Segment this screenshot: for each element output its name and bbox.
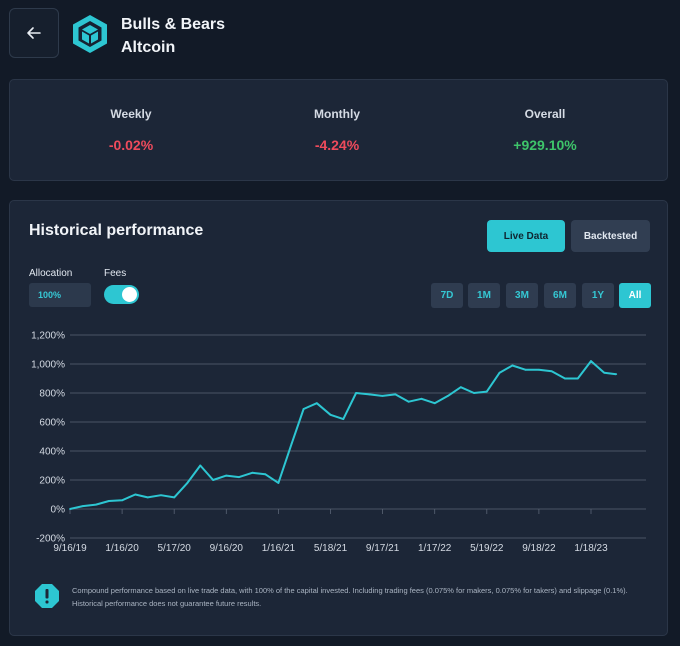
data-point: [302, 408, 305, 410]
strategy-name: Bulls & Bears: [121, 16, 226, 33]
x-tick-label: 9/16/19: [53, 543, 87, 554]
data-point: [355, 392, 358, 394]
fees-label: Fees: [104, 268, 127, 279]
monthly-label: Monthly: [314, 107, 360, 121]
data-point: [277, 482, 280, 484]
data-point: [315, 402, 318, 405]
data-point: [447, 395, 449, 397]
data-point: [564, 377, 566, 380]
x-tick-label: 9/17/21: [366, 543, 400, 554]
performance-chart: -200% 0% 200% 400% 600% 800% 1,000% 1,200% 9/16/…: [31, 331, 646, 554]
data-point: [433, 402, 436, 405]
data-point: [251, 471, 254, 474]
data-point: [146, 496, 149, 499]
data-point: [511, 364, 514, 367]
data-point: [524, 368, 527, 371]
data-point: [81, 505, 84, 507]
data-point: [212, 479, 214, 481]
strategy-category: Altcoin: [121, 39, 176, 56]
data-point: [134, 493, 137, 496]
data-point: [615, 373, 618, 376]
data-point: [264, 473, 267, 476]
range-3m-button[interactable]: 3M: [506, 283, 538, 308]
strategy-title: Bulls & Bears Altcoin: [121, 13, 225, 59]
performance-title: Historical performance: [29, 222, 204, 239]
data-point: [603, 371, 606, 374]
y-tick-label: 800%: [39, 389, 65, 400]
y-tick-label: 600%: [39, 418, 65, 429]
x-tick-label: 9/18/22: [522, 543, 556, 554]
data-point: [107, 500, 110, 502]
back-button[interactable]: [9, 8, 59, 58]
range-1y-button[interactable]: 1Y: [582, 283, 614, 308]
x-tick-label: 1/16/20: [105, 543, 139, 554]
data-point: [473, 392, 475, 394]
fees-toggle[interactable]: [104, 285, 139, 304]
performance-series-line: [69, 360, 617, 510]
data-point: [199, 464, 202, 467]
historical-performance-card: Historical performance Live Data Backtes…: [9, 200, 668, 636]
y-tick-label: 200%: [39, 476, 65, 487]
data-point: [173, 496, 176, 499]
data-point: [538, 368, 540, 371]
allocation-input[interactable]: 100%: [29, 283, 91, 307]
y-tick-label: -200%: [36, 534, 65, 545]
live-data-button[interactable]: Live Data: [487, 220, 565, 252]
disclaimer-text: Compound performance based on live trade…: [72, 586, 628, 608]
data-point: [394, 393, 397, 396]
data-point: [69, 508, 71, 510]
overall-label: Overall: [524, 107, 566, 121]
data-point: [238, 476, 241, 478]
monthly-value: -4.24%: [314, 137, 360, 153]
x-tick-label: 5/18/21: [314, 543, 348, 554]
data-point: [121, 499, 123, 502]
data-point: [407, 400, 410, 403]
y-tick-label: 1,000%: [31, 360, 65, 371]
backtested-button[interactable]: Backtested: [571, 220, 650, 252]
weekly-value: -0.02%: [108, 137, 154, 153]
exclamation-octagon-icon: [35, 584, 59, 608]
data-point: [329, 413, 332, 416]
x-tick-label: 5/17/20: [158, 543, 192, 554]
x-tick-label: 1/18/23: [574, 543, 608, 554]
arrow-left-icon: [27, 27, 41, 39]
overall-value: +929.10%: [513, 137, 577, 153]
x-tick-label: 1/16/21: [262, 543, 296, 554]
data-point: [420, 397, 423, 400]
range-1m-button[interactable]: 1M: [468, 283, 500, 308]
data-point: [160, 494, 162, 497]
data-point: [550, 370, 553, 373]
range-all-button[interactable]: All: [619, 283, 651, 308]
data-point: [368, 393, 371, 396]
hexagon-cube-logo: [73, 15, 107, 53]
returns-summary-card: Weekly -0.02% Monthly -4.24% Overall +92…: [9, 79, 668, 181]
range-7d-button[interactable]: 7D: [431, 283, 463, 308]
data-point: [381, 395, 384, 397]
y-tick-label: 0%: [51, 505, 66, 516]
x-tick-label: 5/19/22: [470, 543, 504, 554]
data-point: [290, 442, 293, 445]
x-tick-label: 1/17/22: [418, 543, 452, 554]
data-point: [225, 474, 228, 477]
y-tick-label: 1,200%: [31, 331, 65, 342]
data-point: [186, 482, 189, 484]
data-point: [498, 371, 501, 374]
weekly-label: Weekly: [110, 107, 152, 121]
allocation-label: Allocation: [29, 268, 73, 279]
x-tick-label: 9/16/20: [210, 543, 244, 554]
y-tick-label: 400%: [39, 447, 65, 458]
data-point: [342, 418, 345, 420]
range-6m-button[interactable]: 6M: [544, 283, 576, 308]
toggle-knob: [122, 287, 137, 302]
data-point: [459, 386, 462, 389]
data-point: [95, 503, 97, 506]
data-point: [576, 377, 579, 380]
data-point: [590, 360, 592, 362]
data-point: [485, 390, 488, 393]
